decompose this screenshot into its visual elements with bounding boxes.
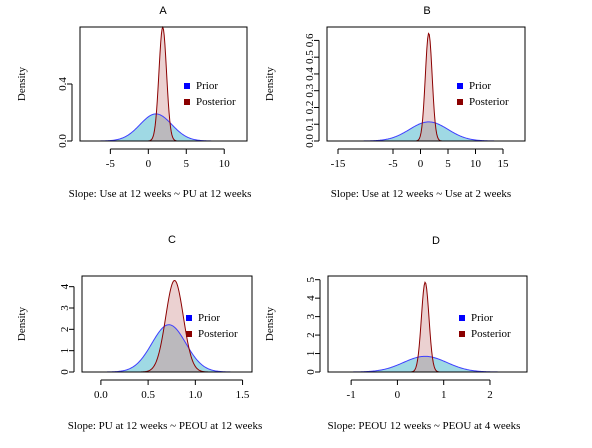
plot-frame <box>79 26 248 142</box>
y-tick-label: 3 <box>305 313 317 319</box>
density-overlap-area <box>82 324 252 372</box>
y-axis-title: Density <box>16 306 28 341</box>
legend-marker-posterior <box>459 331 465 337</box>
panel-label: C <box>168 234 176 246</box>
legend-label-posterior: Posterior <box>198 328 238 340</box>
x-tick-label: -5 <box>388 158 398 170</box>
panel-c: C 0.0 0.5 1.0 1.5 0 1 2 3 4 Density Slope: PU at 12… <box>16 234 262 432</box>
y-tick-label: 3 <box>59 305 71 311</box>
y-tick-label: 0.0 <box>304 134 316 148</box>
y-tick-label: 0.3 <box>304 83 316 97</box>
legend-marker-posterior <box>186 331 192 337</box>
density-overlap-area <box>80 113 247 141</box>
legend-label-prior: Prior <box>471 312 493 324</box>
x-tick-label: 2 <box>487 389 493 401</box>
legend-marker-prior <box>184 83 190 89</box>
y-tick-label: 1 <box>59 348 71 354</box>
legend-marker-posterior <box>457 99 463 105</box>
legend-label-prior: Prior <box>198 312 220 324</box>
x-tick-label: -1 <box>347 389 356 401</box>
density-overlap-area <box>327 121 525 141</box>
density-area-posterior <box>80 27 247 141</box>
y-tick-label: 0.2 <box>304 101 316 115</box>
x-tick-label: -15 <box>331 158 346 170</box>
x-tick-label: 1.0 <box>188 389 202 401</box>
x-tick-label: 1 <box>441 389 447 401</box>
x-tick-label: 15 <box>498 158 510 170</box>
x-tick-label: 0 <box>146 158 152 170</box>
y-tick-label: 4 <box>305 295 317 301</box>
x-tick-label: 10 <box>470 158 482 170</box>
y-tick-label: 2 <box>305 332 317 338</box>
panel-label: A <box>159 5 167 17</box>
legend-label-prior: Prior <box>196 80 218 92</box>
y-tick-label: 5 <box>305 276 317 282</box>
panel-label: D <box>432 235 440 247</box>
legend-marker-posterior <box>184 99 190 105</box>
legend-marker-prior <box>186 315 192 321</box>
x-axis-title: Slope: PEOU 12 weeks ~ PEOU at 4 weeks <box>328 420 521 432</box>
y-tick-label: 2 <box>59 327 71 333</box>
x-tick-label: 5 <box>445 158 451 170</box>
y-axis-title: Density <box>264 306 276 341</box>
y-tick-label: 0.0 <box>57 134 69 148</box>
x-tick-label: 10 <box>219 158 231 170</box>
y-tick-label: 0 <box>305 369 317 375</box>
density-overlap-area <box>328 356 527 372</box>
x-tick-label: 5 <box>184 158 190 170</box>
x-axis-title: Slope: Use at 12 weeks ~ Use at 2 weeks <box>331 188 511 200</box>
plot-frame <box>327 275 528 373</box>
legend-label-posterior: Posterior <box>471 328 511 340</box>
legend: Prior Posterior <box>457 80 509 108</box>
legend-label-posterior: Posterior <box>196 96 236 108</box>
y-tick-label: 0.6 <box>304 33 316 47</box>
legend: Prior Posterior <box>459 312 511 340</box>
x-tick-label: 0 <box>418 158 424 170</box>
y-tick-label: 0 <box>59 369 71 375</box>
legend-label-posterior: Posterior <box>469 96 509 108</box>
y-tick-label: 4 <box>59 283 71 289</box>
y-tick-label: 1 <box>305 351 317 357</box>
x-tick-label: 1.5 <box>236 389 250 401</box>
x-tick-label: 0.0 <box>94 389 108 401</box>
plot-frame <box>326 26 526 142</box>
legend-marker-prior <box>457 83 463 89</box>
x-tick-label: 0 <box>395 389 401 401</box>
legend: Prior Posterior <box>186 312 238 340</box>
y-axis-title: Density <box>264 66 276 101</box>
x-axis-title: Slope: PU at 12 weeks ~ PEOU at 12 weeks <box>68 420 262 432</box>
plot-frame <box>81 275 253 373</box>
y-tick-label: 0.4 <box>304 67 316 81</box>
panel-label: B <box>423 5 430 17</box>
panel-b: B -15 -5 0 5 10 15 0.0 0.1 0.2 0.3 0.4 0.5 0.6 Density… <box>264 5 526 200</box>
x-tick-label: -5 <box>106 158 116 170</box>
x-axis-title: Slope: Use at 12 weeks ~ PU at 12 weeks <box>69 188 252 200</box>
x-tick-label: 0.5 <box>141 389 155 401</box>
y-tick-label: 0.4 <box>57 77 69 91</box>
y-tick-label: 0.5 <box>304 50 316 64</box>
legend: Prior Posterior <box>184 80 236 108</box>
panel-a: A -5 0 5 10 0.0 0.4 Density Slope: Use at 12 wee… <box>16 5 251 200</box>
y-axis-title: Density <box>16 66 28 101</box>
y-tick-label: 0.1 <box>304 117 316 131</box>
panel-d: D -1 0 1 2 0 1 2 3 4 5 Density Slope: PEOU 12 weeks … <box>264 235 528 432</box>
density-area-posterior <box>327 33 525 142</box>
legend-label-prior: Prior <box>469 80 491 92</box>
legend-marker-prior <box>459 315 465 321</box>
density-area-posterior <box>328 282 527 372</box>
